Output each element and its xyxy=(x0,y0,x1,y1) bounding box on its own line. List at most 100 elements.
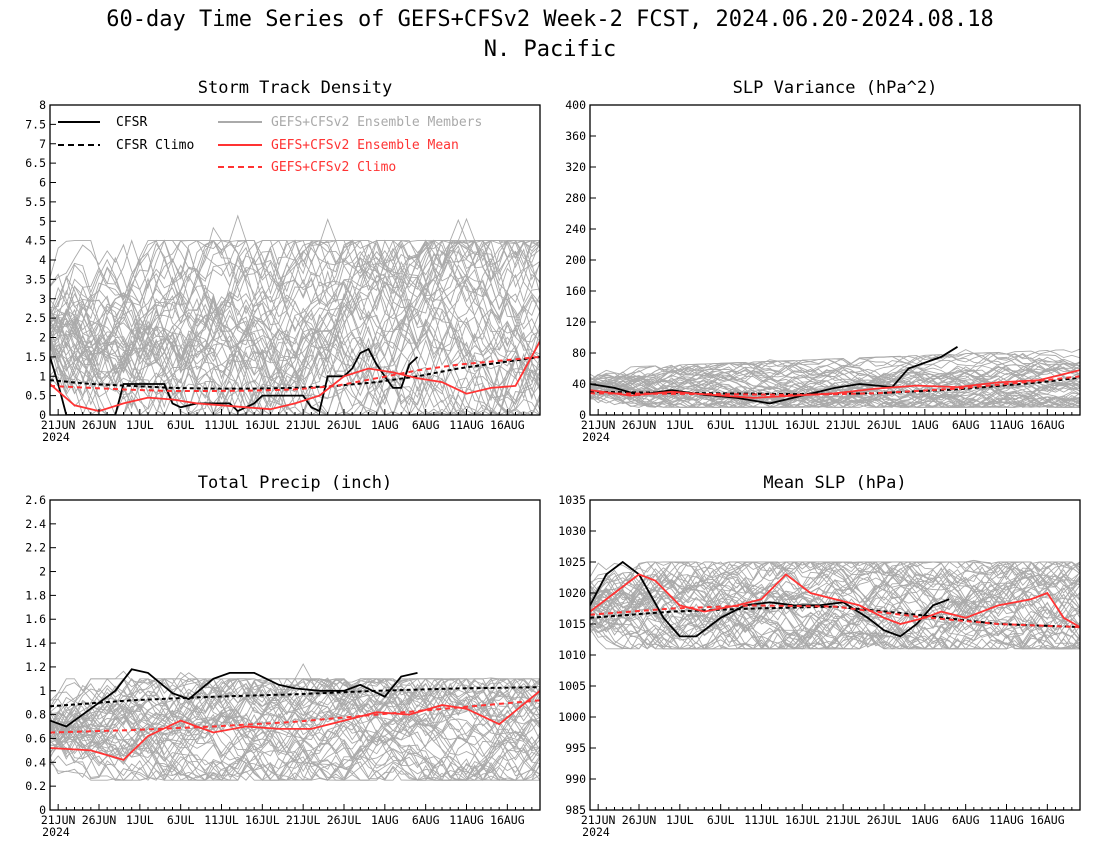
legend-label: GEFS+CFSv2 Ensemble Mean xyxy=(271,138,459,153)
ensemble-member-line xyxy=(50,255,540,401)
y-tick-label: 2 xyxy=(39,565,46,579)
ensemble-member-line xyxy=(590,602,1080,650)
ensemble-member-line xyxy=(50,681,540,781)
series-line-gefs-cfsv2-ensemble-mean xyxy=(590,573,1080,628)
ensemble-members xyxy=(50,663,540,782)
x-tick-label: 11AUG xyxy=(989,813,1024,827)
series-line-cfsr-climo xyxy=(50,686,540,708)
chart-panel-4: Mean SLP (hPa) 985 990 995 1000 1005 1010 1015 1… xyxy=(558,473,1081,839)
plot-area xyxy=(590,346,1080,408)
panels: Storm Track Density 0 0.5 1 1.5 2 2.5 3 3.5 4 4.5 5… xyxy=(25,78,1081,839)
y-tick-label: 8 xyxy=(39,98,46,112)
x-tick-label: 6AUG xyxy=(952,418,980,432)
ensemble-members xyxy=(590,348,1080,408)
y-tick-label: 2.5 xyxy=(25,311,46,325)
ensemble-member-line xyxy=(590,581,1080,649)
x-tick-label: 11AUG xyxy=(449,813,484,827)
x-tick-label: 26JUN xyxy=(82,418,117,432)
y-tick-label: 5 xyxy=(39,214,46,228)
ensemble-member-line xyxy=(50,294,540,415)
ensemble-member-line xyxy=(50,275,540,415)
y-tick-label: 80 xyxy=(572,346,586,360)
ensemble-member-line xyxy=(590,596,1080,650)
x-tick-label: 16AUG xyxy=(1030,813,1065,827)
y-tick-label: 990 xyxy=(565,772,586,786)
ensemble-member-line xyxy=(590,561,1080,620)
x-tick-label: 1AUG xyxy=(911,418,939,432)
y-tick-label: 0.2 xyxy=(25,779,46,793)
x-tick-label: 11AUG xyxy=(989,418,1024,432)
panel-title: Total Precip (inch) xyxy=(198,473,392,493)
figure-title: 60-day Time Series of GEFS+CFSv2 Week-2 … xyxy=(106,7,993,32)
y-tick-label: 1 xyxy=(39,369,46,383)
y-tick-label: 4 xyxy=(39,253,46,267)
x-tick-label: 21JUL xyxy=(286,418,321,432)
ensemble-member-line xyxy=(590,358,1080,397)
y-tick-label: 0 xyxy=(39,803,46,817)
x-tick-label: 1JUL xyxy=(666,418,694,432)
x-tick-label: 16JUL xyxy=(785,813,820,827)
ensemble-member-line xyxy=(590,559,1080,605)
ensemble-member-line xyxy=(590,360,1080,408)
ensemble-member-line xyxy=(590,583,1080,650)
x-tick-label: 1JUL xyxy=(126,813,154,827)
y-tick-label: 200 xyxy=(565,253,586,267)
y-tick-label: 1.6 xyxy=(25,612,46,626)
ensemble-member-line xyxy=(50,239,540,415)
y-tick-label: 0 xyxy=(39,408,46,422)
x-tick-label: 6AUG xyxy=(412,418,440,432)
panel-title: SLP Variance (hPa^2) xyxy=(733,78,938,98)
x-tick-label: 26JUN xyxy=(622,813,657,827)
ensemble-member-line xyxy=(590,364,1080,402)
y-tick-label: 1000 xyxy=(558,710,586,724)
x-tick-label: 21JUN xyxy=(41,813,76,827)
chart-panel-2: SLP Variance (hPa^2) 0 40 80 120 160 200 240 280… xyxy=(565,78,1081,444)
ensemble-member-line xyxy=(50,688,540,782)
x-tick-label: 16JUL xyxy=(245,813,280,827)
ensemble-member-line xyxy=(50,690,540,778)
x-tick-label: 1JUL xyxy=(666,813,694,827)
series-line-cfsr-climo xyxy=(590,376,1080,396)
ensemble-member-line xyxy=(50,239,540,408)
plot-frame xyxy=(589,499,1081,811)
ensemble-member-line xyxy=(50,678,540,763)
ensemble-member-line xyxy=(50,226,540,373)
x-tick-label: 6JUL xyxy=(167,418,195,432)
ensemble-member-line xyxy=(50,335,540,415)
x-tick-label: 21JUN xyxy=(41,418,76,432)
ensemble-member-line xyxy=(50,703,540,781)
ensemble-member-line xyxy=(590,585,1080,650)
legend-label: GEFS+CFSv2 Ensemble Members xyxy=(271,115,482,130)
ensemble-member-line xyxy=(590,377,1080,408)
x-tick-label: 11JUL xyxy=(744,418,779,432)
x-tick-label: 16JUL xyxy=(245,418,280,432)
x-tick-label: 26JUN xyxy=(82,813,117,827)
ensemble-member-line xyxy=(590,577,1080,645)
x-tick-label: 1AUG xyxy=(371,813,399,827)
y-tick-label: 2.4 xyxy=(25,517,46,531)
y-tick-label: 0.5 xyxy=(25,389,46,403)
ensemble-member-line xyxy=(50,677,540,746)
x-tick-label: 26JUL xyxy=(867,418,902,432)
x-tick-label: 26JUL xyxy=(327,418,362,432)
ensemble-member-line xyxy=(590,561,1080,621)
x-year-label: 2024 xyxy=(582,430,610,444)
x-tick-label: 11JUL xyxy=(204,813,239,827)
y-tick-label: 1005 xyxy=(558,679,586,693)
y-tick-label: 320 xyxy=(565,160,586,174)
series-line-gefs-cfsv2-climo xyxy=(50,699,540,734)
x-tick-label: 11JUL xyxy=(744,813,779,827)
plot-area xyxy=(590,559,1080,650)
x-tick-label: 16AUG xyxy=(490,813,525,827)
ensemble-member-line xyxy=(590,573,1080,638)
ensemble-member-line xyxy=(50,691,540,781)
x-tick-label: 1AUG xyxy=(371,418,399,432)
x-tick-label: 6JUL xyxy=(167,813,195,827)
y-tick-label: 2.2 xyxy=(25,541,46,555)
ensemble-member-line xyxy=(50,239,540,398)
ensemble-member-line xyxy=(590,374,1080,408)
series-line-cfsr-climo xyxy=(50,355,540,390)
ensemble-member-line xyxy=(590,576,1080,650)
panel-title: Mean SLP (hPa) xyxy=(763,473,906,493)
